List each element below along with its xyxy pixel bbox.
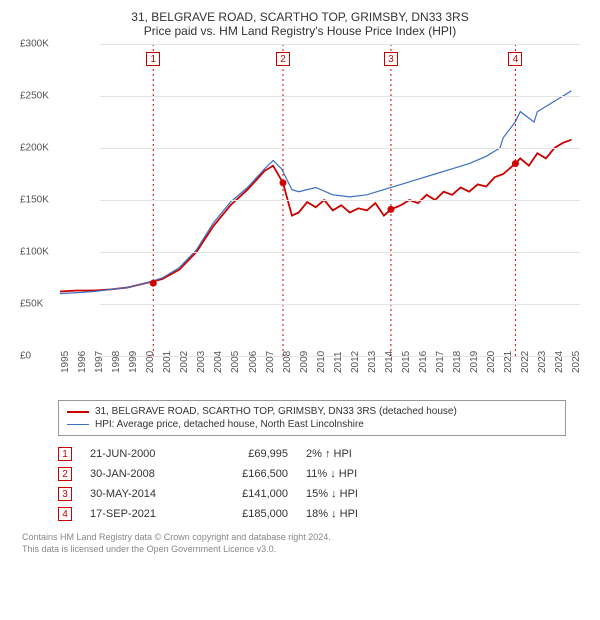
- event-diff: 15% ↓ HPI: [306, 488, 416, 500]
- event-dot: [387, 206, 394, 213]
- event-price: £141,000: [218, 488, 288, 500]
- event-dot: [280, 179, 287, 186]
- event-date: 30-JAN-2008: [90, 468, 200, 480]
- title-block: 31, BELGRAVE ROAD, SCARTHO TOP, GRIMSBY,…: [10, 10, 590, 38]
- legend-row: HPI: Average price, detached house, Nort…: [67, 418, 557, 431]
- chart-title: 31, BELGRAVE ROAD, SCARTHO TOP, GRIMSBY,…: [10, 10, 590, 24]
- grid-line-h: [100, 96, 580, 97]
- legend-row: 31, BELGRAVE ROAD, SCARTHO TOP, GRIMSBY,…: [67, 405, 557, 418]
- y-tick-label: £150K: [20, 195, 49, 206]
- y-tick-label: £50K: [20, 299, 43, 310]
- event-dot: [150, 280, 157, 287]
- footer-line-2: This data is licensed under the Open Gov…: [22, 544, 578, 556]
- y-tick-label: £0: [20, 351, 31, 362]
- legend-label: HPI: Average price, detached house, Nort…: [95, 419, 364, 430]
- event-row: 4 17-SEP-2021 £185,000 18% ↓ HPI: [58, 504, 566, 524]
- event-price: £69,995: [218, 448, 288, 460]
- event-date: 17-SEP-2021: [90, 508, 200, 520]
- legend-label: 31, BELGRAVE ROAD, SCARTHO TOP, GRIMSBY,…: [95, 406, 457, 417]
- event-index-box: 4: [58, 507, 72, 521]
- event-marker-box: 3: [384, 52, 398, 66]
- footer-line-1: Contains HM Land Registry data © Crown c…: [22, 532, 578, 544]
- chart-subtitle: Price paid vs. HM Land Registry's House …: [10, 24, 590, 38]
- grid-line-h: [100, 148, 580, 149]
- legend-swatch: [67, 411, 89, 413]
- event-row: 3 30-MAY-2014 £141,000 15% ↓ HPI: [58, 484, 566, 504]
- event-date: 30-MAY-2014: [90, 488, 200, 500]
- y-tick-label: £100K: [20, 247, 49, 258]
- series-hpi: [60, 91, 572, 294]
- y-tick-label: £200K: [20, 143, 49, 154]
- event-dot: [512, 160, 519, 167]
- event-marker-box: 2: [276, 52, 290, 66]
- grid-line-h: [100, 252, 580, 253]
- grid-line-h: [100, 44, 580, 45]
- y-tick-label: £300K: [20, 39, 49, 50]
- event-date: 21-JUN-2000: [90, 448, 200, 460]
- event-index-box: 3: [58, 487, 72, 501]
- events-table: 1 21-JUN-2000 £69,995 2% ↑ HPI 2 30-JAN-2008 £…: [58, 444, 566, 524]
- legend: 31, BELGRAVE ROAD, SCARTHO TOP, GRIMSBY,…: [58, 400, 566, 436]
- event-index-box: 2: [58, 467, 72, 481]
- grid-line-h: [100, 200, 580, 201]
- event-diff: 2% ↑ HPI: [306, 448, 416, 460]
- event-price: £166,500: [218, 468, 288, 480]
- x-tick-label: 2025: [571, 351, 600, 373]
- event-price: £185,000: [218, 508, 288, 520]
- y-tick-label: £250K: [20, 91, 49, 102]
- event-row: 1 21-JUN-2000 £69,995 2% ↑ HPI: [58, 444, 566, 464]
- event-diff: 18% ↓ HPI: [306, 508, 416, 520]
- plot-area: [60, 44, 580, 356]
- series-price_paid: [60, 140, 572, 292]
- footer-text: Contains HM Land Registry data © Crown c…: [22, 532, 578, 555]
- legend-swatch: [67, 424, 89, 425]
- grid-line-h: [100, 304, 580, 305]
- chart-area: £0£50K£100K£150K£200K£250K£300K199519961…: [20, 44, 580, 394]
- event-marker-box: 4: [508, 52, 522, 66]
- event-diff: 11% ↓ HPI: [306, 468, 416, 480]
- event-index-box: 1: [58, 447, 72, 461]
- event-row: 2 30-JAN-2008 £166,500 11% ↓ HPI: [58, 464, 566, 484]
- event-marker-box: 1: [146, 52, 160, 66]
